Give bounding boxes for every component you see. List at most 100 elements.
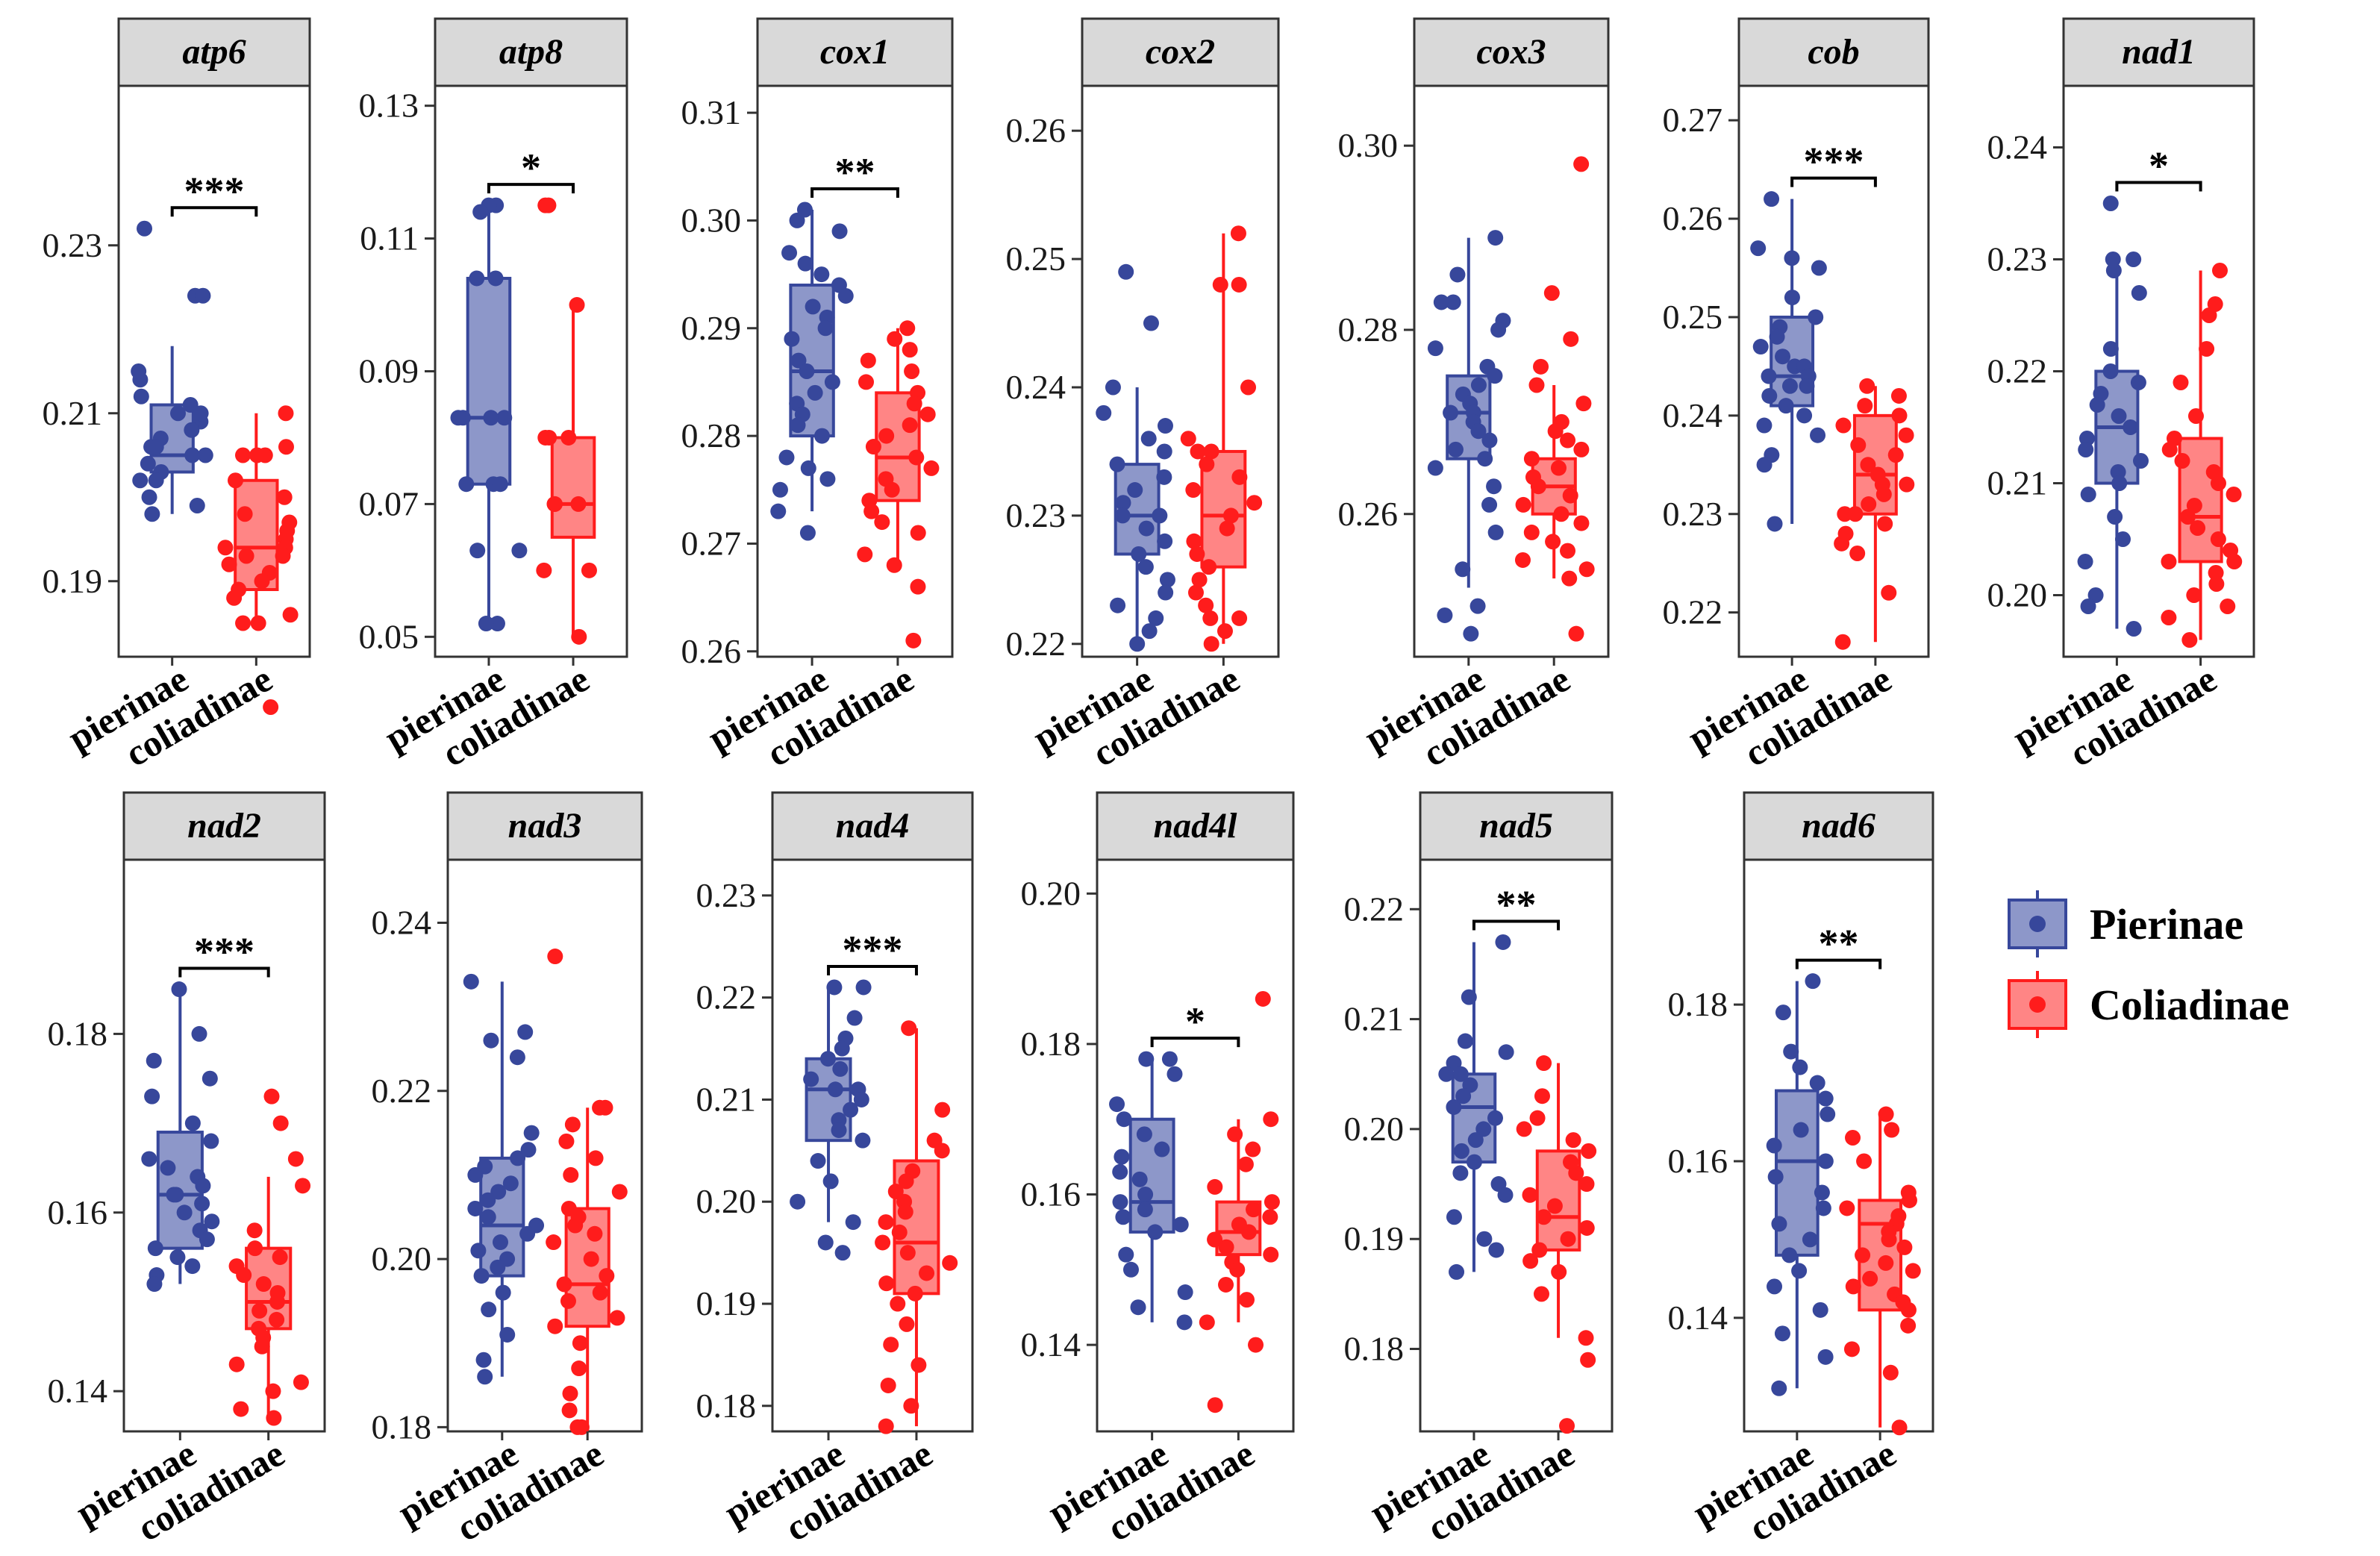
point-cox2-coliadinae-22: [1203, 636, 1219, 652]
point-cox1-coliadinae-2: [902, 342, 918, 358]
point-cox3-coliadinae-0: [1573, 156, 1590, 172]
point-nad4-coliadinae-19: [883, 1337, 899, 1353]
panel-frame-nad4l: [1096, 858, 1295, 1433]
point-atp8-pierinae-13: [469, 543, 486, 559]
point-cox1-pierinae-13: [799, 363, 815, 379]
point-nad4l-pierinae-13: [1115, 1209, 1131, 1225]
point-nad4-coliadinae-5: [898, 1173, 914, 1190]
box-atp8-coliadinae: [550, 436, 596, 539]
y-tick-label-nad5-0.20: 0.20: [1344, 1110, 1405, 1148]
point-cox2-pierinae-11: [1114, 507, 1131, 524]
point-nad1-pierinae-2: [2126, 251, 2142, 267]
point-nad5-pierinae-10: [1487, 1110, 1503, 1126]
point-nad6-coliadinae-20: [1900, 1317, 1917, 1334]
point-atp8-pierinae-12: [511, 543, 528, 559]
point-nad2-coliadinae-16: [254, 1338, 270, 1355]
point-nad4l-coliadinae-19: [1248, 1337, 1264, 1353]
point-cox2-pierinae-21: [1141, 623, 1158, 640]
point-cox1-coliadinae-1: [887, 331, 903, 347]
point-atp8-pierinae-3: [487, 270, 504, 287]
y-tick-label-nad4-0.19: 0.19: [696, 1284, 757, 1322]
point-nad4l-pierinae-7: [1114, 1149, 1130, 1165]
point-cob-coliadinae-16: [1877, 516, 1893, 532]
point-atp6-coliadinae-2: [234, 447, 251, 463]
point-cox3-coliadinae-23: [1561, 570, 1578, 587]
point-atp8-pierinae-11: [492, 476, 508, 493]
point-cox2-pierinae-9: [1127, 482, 1143, 499]
point-nad6-pierinae-19: [1774, 1325, 1790, 1342]
point-nad4-pierinae-16: [822, 1173, 839, 1190]
point-cox1-pierinae-0: [796, 201, 813, 218]
point-nad6-pierinae-5: [1817, 1090, 1834, 1107]
point-cox3-coliadinae-15: [1515, 496, 1531, 513]
point-cox3-pierinae-19: [1427, 460, 1443, 476]
point-nad5-pierinae-17: [1497, 1187, 1514, 1203]
point-atp6-pierinae-20: [189, 498, 205, 513]
y-tick-label-nad5-0.21: 0.21: [1344, 1000, 1405, 1038]
y-tick-label-nad6-0.18: 0.18: [1668, 985, 1728, 1023]
point-cox2-pierinae-10: [1115, 495, 1131, 511]
strip-label-atp8: atp8: [499, 32, 563, 72]
point-atp6-coliadinae-4: [249, 447, 265, 463]
point-cox2-coliadinae-7: [1199, 456, 1215, 472]
point-nad3-pierinae-5: [520, 1142, 537, 1158]
point-nad4-pierinae-14: [855, 1132, 871, 1149]
y-tick-label-atp6-0.23: 0.23: [43, 226, 103, 264]
point-nad4l-pierinae-16: [1118, 1246, 1134, 1263]
point-atp8-pierinae-4: [469, 270, 485, 287]
y-tick-label-cox1-0.26: 0.26: [681, 632, 742, 670]
point-nad2-pierinae-5: [184, 1115, 201, 1131]
point-nad3-coliadinae-15: [556, 1276, 572, 1293]
point-nad6-pierinae-15: [1781, 1247, 1798, 1263]
y-tick-label-cox3-0.26: 0.26: [1338, 495, 1399, 533]
significance-label-atp6: ***: [184, 169, 245, 213]
point-nad4l-coliadinae-15: [1229, 1261, 1246, 1278]
point-atp6-coliadinae-5: [227, 472, 243, 489]
point-nad3-pierinae-17: [470, 1243, 487, 1259]
y-tick-label-nad5-0.19: 0.19: [1344, 1219, 1405, 1257]
strip-nad6: [1743, 791, 1934, 861]
point-nad1-coliadinae-23: [2161, 610, 2177, 625]
point-nad4-pierinae-7: [803, 1071, 819, 1087]
point-atp8-pierinae-8: [450, 410, 466, 426]
y-tick-label-nad2-0.18: 0.18: [48, 1014, 108, 1052]
point-atp6-coliadinae-19: [226, 590, 243, 606]
significance-label-nad1: *: [2149, 144, 2169, 189]
point-nad5-pierinae-14: [1466, 1154, 1482, 1170]
point-cob-coliadinae-12: [1875, 486, 1892, 502]
y-tick-label-nad4-0.22: 0.22: [696, 978, 757, 1016]
point-nad6-pierinae-11: [1814, 1184, 1830, 1201]
strip-label-nad4l: nad4l: [1153, 806, 1237, 846]
point-nad1-coliadinae-18: [2161, 554, 2177, 569]
point-nad1-pierinae-22: [2080, 599, 2096, 614]
point-nad3-coliadinae-2: [592, 1099, 608, 1116]
point-nad6-pierinae-9: [1817, 1153, 1834, 1169]
y-tick-label-nad4l-0.16: 0.16: [1021, 1175, 1081, 1213]
point-nad5-pierinae-3: [1498, 1044, 1514, 1060]
point-nad2-pierinae-12: [168, 1187, 184, 1203]
point-cob-pierinae-14: [1799, 378, 1815, 394]
point-nad5-pierinae-20: [1488, 1242, 1505, 1258]
significance-bracket-nad1: [2115, 181, 2202, 192]
point-nad4-coliadinae-8: [897, 1204, 913, 1220]
significance-bracket-nad5: [1472, 919, 1561, 931]
point-nad4-pierinae-20: [834, 1245, 851, 1261]
point-atp8-coliadinae-4: [541, 429, 557, 446]
point-cox1-pierinae-8: [805, 299, 821, 315]
point-nad6-pierinae-2: [1783, 1043, 1799, 1060]
point-cox2-pierinae-4: [1157, 418, 1173, 434]
point-nad4l-pierinae-8: [1112, 1163, 1128, 1180]
point-nad6-coliadinae-12: [1855, 1247, 1871, 1263]
point-cob-pierinae-9: [1775, 349, 1791, 365]
point-atp6-pierinae-7: [170, 405, 187, 422]
y-tick-label-cob-0.27: 0.27: [1663, 101, 1723, 139]
point-nad4-coliadinae-0: [901, 1020, 917, 1037]
point-nad4l-coliadinae-18: [1199, 1314, 1215, 1331]
strip-label-atp6: atp6: [182, 32, 246, 72]
point-nad3-coliadinae-5: [587, 1150, 604, 1166]
point-cox3-coliadinae-13: [1530, 478, 1546, 495]
strip-label-cox2: cox2: [1146, 32, 1215, 72]
point-cob-pierinae-23: [1767, 516, 1783, 532]
panel-cox1: cox10.260.270.280.290.300.31pierinaecoli…: [681, 17, 954, 775]
